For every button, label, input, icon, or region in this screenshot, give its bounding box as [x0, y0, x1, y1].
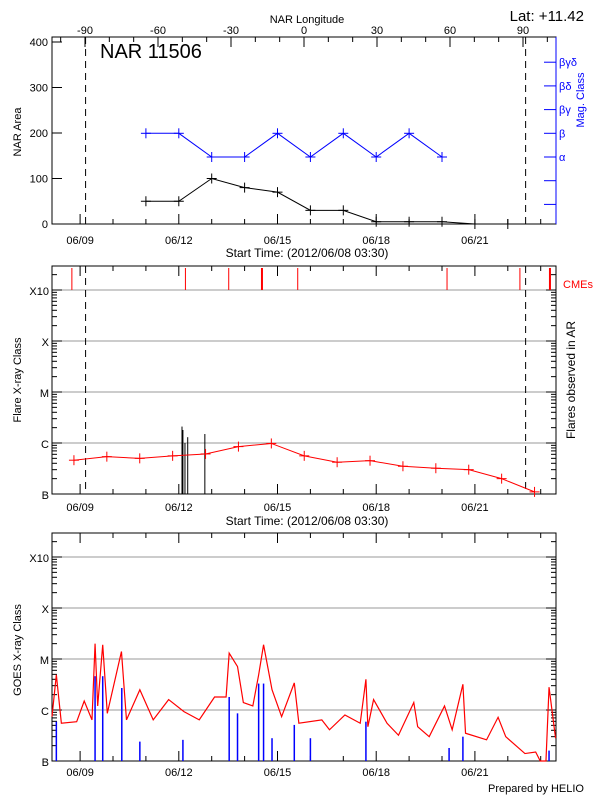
panel2-frame — [51, 265, 557, 495]
mag-class-label: βδ — [559, 81, 571, 93]
panel2-xlabel: Start Time: (2012/06/08 03:30) — [226, 514, 389, 528]
top-tick-label: -30 — [223, 25, 239, 37]
mag-class-line — [145, 132, 443, 158]
x-tick-label: 06/21 — [461, 502, 489, 514]
panel1-title: NAR 11506 — [100, 41, 202, 63]
panel3-ylabel: GOES X-ray Class — [12, 604, 24, 696]
y-tick-label: 100 — [30, 174, 48, 186]
top-tick-label: -60 — [150, 25, 166, 37]
x-tick-label: 06/15 — [264, 502, 292, 514]
mag-class-label: βγδ — [559, 57, 577, 69]
chart-marks: 06/09 06/12 06/15 06/18 06/210100200300400-9… — [29, 25, 577, 779]
x-tick-label: 06/12 — [165, 235, 193, 247]
panel1-ylabel: NAR Area — [12, 107, 24, 157]
x-tick-label: 06/09 — [66, 235, 94, 247]
top-tick-label: 30 — [371, 25, 383, 37]
x-tick-label: 06/09 — [66, 767, 94, 779]
y-tick-label: 0 — [42, 219, 48, 231]
top-axis-title: NAR Longitude — [270, 14, 345, 26]
top-tick-label: 60 — [444, 25, 456, 37]
x-tick-label: 06/15 — [264, 235, 292, 247]
cme-label: CMEs — [563, 279, 593, 291]
y-tick-label: X10 — [29, 286, 49, 298]
x-tick-label: 06/18 — [362, 502, 390, 514]
panel3-frame — [51, 532, 557, 762]
panel2-y2label: Flares observed in AR — [564, 321, 578, 439]
x-tick-label: 06/18 — [362, 767, 390, 779]
y-tick-label: 300 — [30, 83, 48, 95]
y-tick-label: C — [41, 439, 49, 451]
latitude-label: Lat: +11.42 — [510, 8, 584, 25]
area-line — [145, 177, 508, 225]
x-tick-label: 06/12 — [165, 767, 193, 779]
x-tick-label: 06/15 — [264, 767, 292, 779]
panel1-y2label: Mag. Class — [575, 72, 587, 128]
y-tick-label: X — [42, 337, 50, 349]
y-tick-label: M — [40, 655, 49, 667]
panel1-frame — [51, 36, 557, 225]
y-tick-label: 200 — [30, 128, 48, 140]
y-tick-label: B — [42, 757, 49, 769]
panel2-ylabel: Flare X-ray Class — [12, 337, 24, 422]
x-tick-label: 06/21 — [461, 235, 489, 247]
credit-label: Prepared by HELIO — [488, 783, 584, 795]
y-tick-label: M — [40, 388, 49, 400]
x-tick-label: 06/18 — [362, 235, 390, 247]
x-tick-label: 06/12 — [165, 502, 193, 514]
flare-flux-line — [73, 442, 535, 493]
y-tick-label: X — [42, 604, 50, 616]
y-tick-label: 400 — [30, 37, 48, 49]
goes-long-line — [51, 643, 557, 762]
y-tick-label: B — [42, 490, 49, 502]
mag-class-label: βγ — [559, 105, 571, 117]
y-tick-label: X10 — [29, 553, 49, 565]
mag-class-label: α — [559, 152, 566, 164]
y-tick-label: C — [41, 706, 49, 718]
top-tick-label: 0 — [301, 25, 307, 37]
panel1-xlabel: Start Time: (2012/06/08 03:30) — [226, 246, 389, 260]
x-tick-label: 06/09 — [66, 502, 94, 514]
mag-class-label: β — [559, 128, 565, 140]
x-tick-label: 06/21 — [461, 767, 489, 779]
top-tick-label: 90 — [517, 25, 529, 37]
top-tick-label: -90 — [77, 25, 93, 37]
